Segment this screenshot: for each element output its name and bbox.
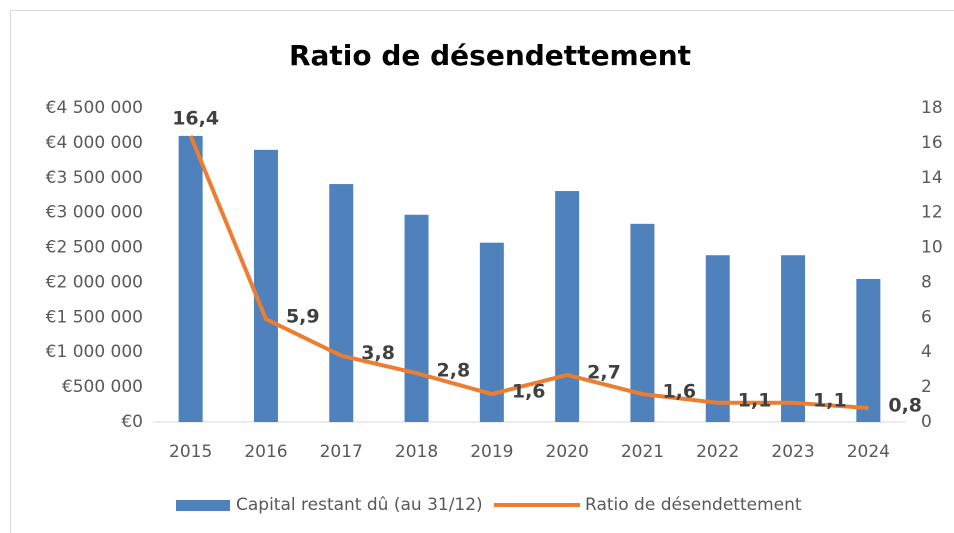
data-label: 1,6 xyxy=(512,381,546,403)
x-tick-label: 2021 xyxy=(621,442,664,462)
y2-tick-label: 6 xyxy=(921,307,932,327)
legend-label: Ratio de désendettement xyxy=(585,495,802,515)
y-tick-label: €500 000 xyxy=(62,377,143,397)
bar xyxy=(555,191,580,422)
y-tick-label: €3 000 000 xyxy=(46,203,143,223)
x-tick-label: 2018 xyxy=(395,442,438,462)
x-tick-label: 2019 xyxy=(470,442,513,462)
bar xyxy=(781,255,806,422)
line xyxy=(188,135,869,411)
y2-tick-label: 4 xyxy=(921,342,932,362)
y-tick-label: €4 500 000 xyxy=(46,98,143,118)
data-label: 16,4 xyxy=(172,107,219,129)
y2-tick-label: 8 xyxy=(921,272,932,292)
data-label: 5,9 xyxy=(286,306,320,328)
x-tick-label: 2016 xyxy=(244,442,287,462)
x-tick-label: 2023 xyxy=(771,442,814,462)
y2-tick-label: 10 xyxy=(921,238,943,258)
x-tick-label: 2020 xyxy=(546,442,589,462)
bar xyxy=(705,255,730,422)
data-label: 1,6 xyxy=(662,381,696,403)
y2-tick-label: 0 xyxy=(921,412,932,432)
legend-label: Capital restant dû (au 31/12) xyxy=(236,495,483,515)
data-label: 2,8 xyxy=(437,360,471,382)
x-tick-label: 2022 xyxy=(696,442,739,462)
y-tick-label: €4 000 000 xyxy=(46,133,143,153)
y2-tick-label: 12 xyxy=(921,203,943,223)
chart-border xyxy=(10,10,954,533)
x-tick-label: 2024 xyxy=(847,442,890,462)
y-tick-label: €0 xyxy=(121,412,143,432)
y2-tick-label: 14 xyxy=(921,168,943,188)
y2-tick-label: 16 xyxy=(921,133,943,153)
y-tick-label: €1 000 000 xyxy=(46,342,143,362)
data-label: 0,8 xyxy=(888,395,922,417)
data-label: 3,8 xyxy=(361,342,395,364)
y-tick-label: €2 000 000 xyxy=(46,272,143,292)
x-tick-label: 2017 xyxy=(320,442,363,462)
bar xyxy=(630,223,655,422)
data-label: 2,7 xyxy=(587,361,621,383)
y2-tick-label: 2 xyxy=(921,377,932,397)
bar xyxy=(253,149,278,422)
bar xyxy=(856,278,881,422)
y-tick-label: €1 500 000 xyxy=(46,307,143,327)
bar xyxy=(329,184,354,422)
bar xyxy=(404,214,429,422)
data-label: 1,1 xyxy=(738,389,772,411)
x-tick-label: 2015 xyxy=(169,442,212,462)
y-tick-label: €2 500 000 xyxy=(46,238,143,258)
legend-swatch xyxy=(176,500,230,511)
chart-title: Ratio de désendettement xyxy=(289,39,691,72)
y2-tick-label: 18 xyxy=(921,98,943,118)
y-tick-label: €3 500 000 xyxy=(46,168,143,188)
bar xyxy=(178,135,203,422)
data-label: 1,1 xyxy=(813,389,847,411)
